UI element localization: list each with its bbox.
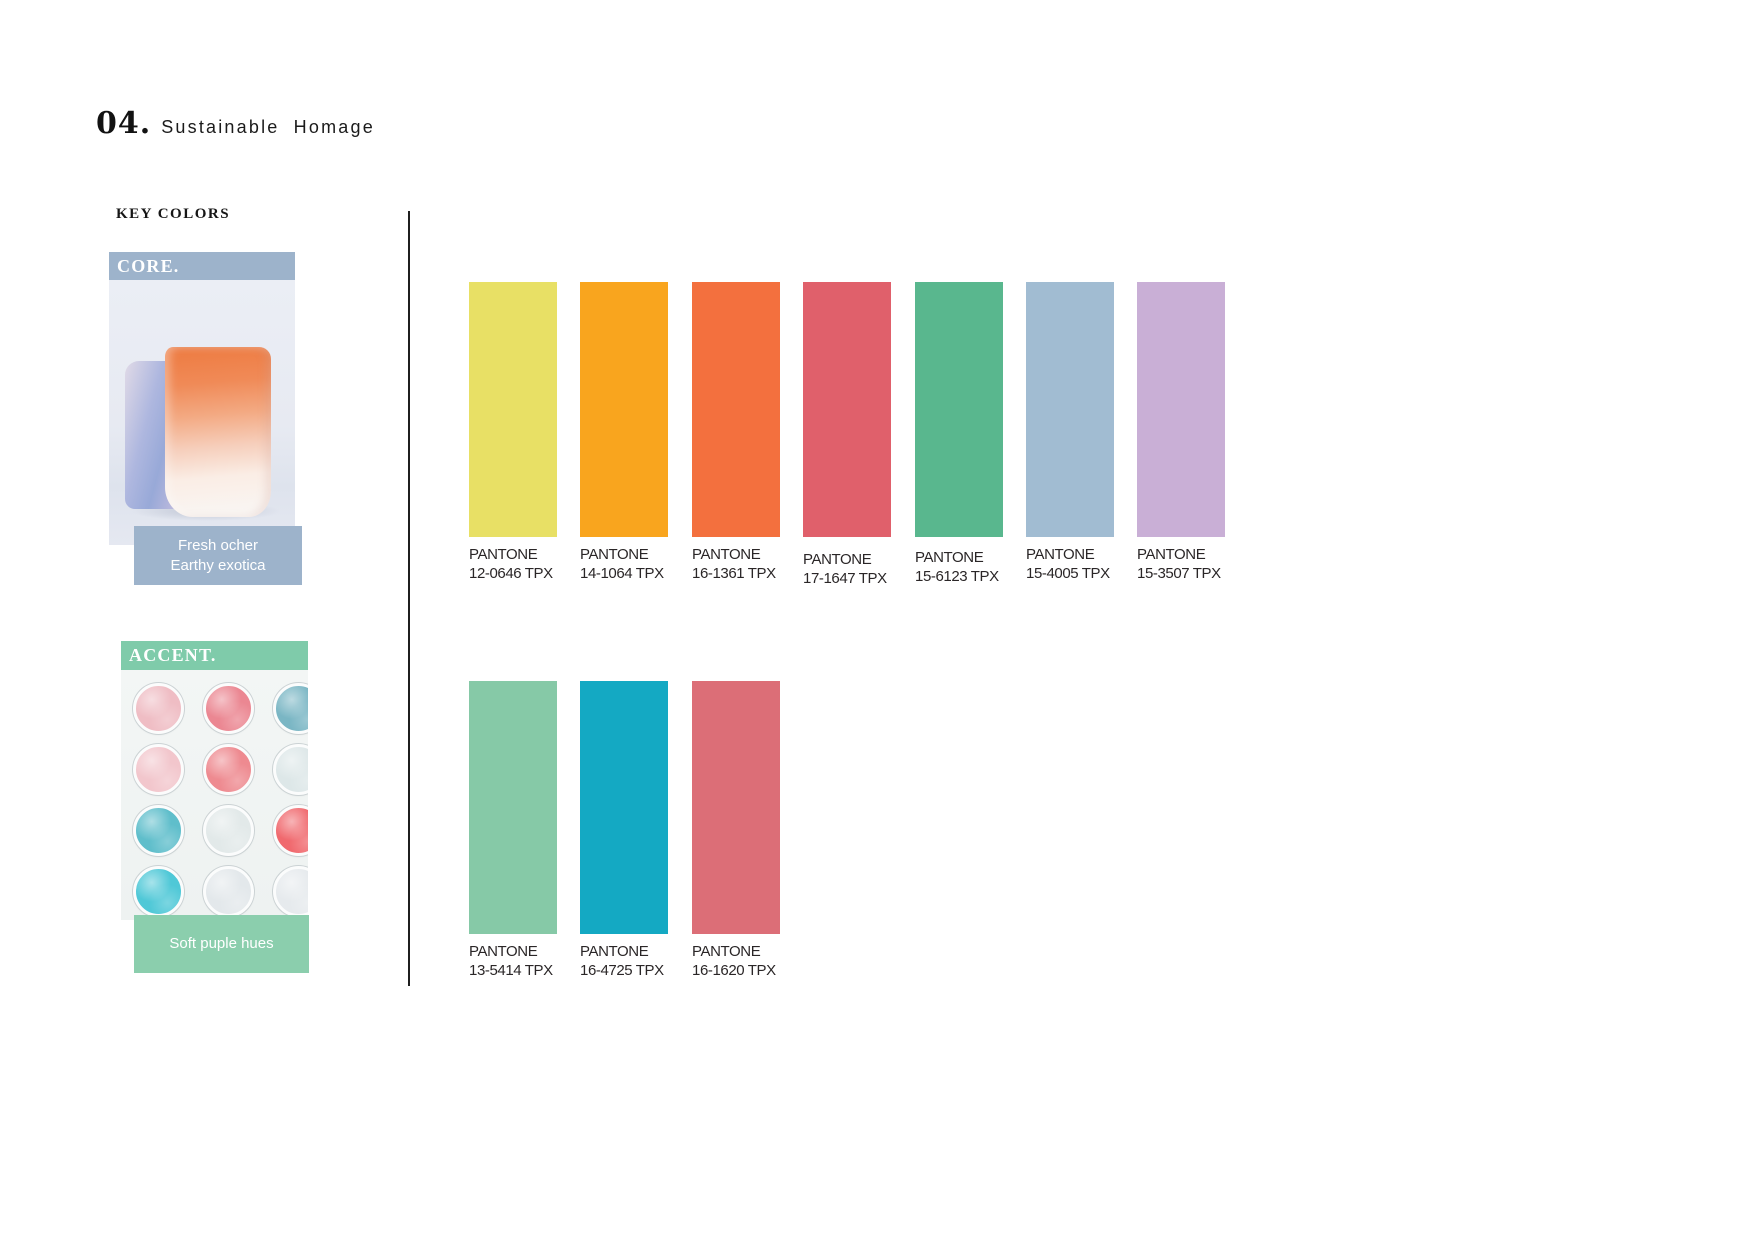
swatch-label: PANTONE 16-1620 TPX	[692, 942, 780, 980]
swatch-pantone-15-4005: PANTONE 15-4005 TPX	[1026, 282, 1114, 583]
dish-cell	[263, 861, 308, 920]
paint-dish	[272, 805, 308, 856]
swatch-pantone-12-0646: PANTONE 12-0646 TPX	[469, 282, 557, 583]
caption-line: Soft puple hues	[169, 935, 274, 952]
swatch-color-block	[692, 282, 780, 537]
swatch-color-block	[469, 282, 557, 537]
paint-dish	[132, 744, 184, 795]
swatch-pantone-13-5414: PANTONE 13-5414 TPX	[469, 681, 557, 980]
swatch-color-block	[1137, 282, 1225, 537]
swatch-code: 16-4725 TPX	[580, 962, 664, 979]
swatch-code: 15-3507 TPX	[1137, 565, 1221, 582]
swatch-brand: PANTONE	[915, 549, 984, 566]
page-header: 04. Sustainable Homage	[96, 106, 375, 141]
paint-dish	[132, 866, 184, 917]
paint-dish	[272, 744, 308, 795]
dish-cell	[263, 739, 308, 800]
dish-cell	[193, 800, 263, 861]
dish-cell	[193, 861, 263, 920]
swatch-label: PANTONE 17-1647 TPX	[803, 545, 891, 588]
accent-photo	[121, 670, 308, 920]
swatch-color-block	[469, 681, 557, 934]
swatch-code: 15-6123 TPX	[915, 568, 999, 585]
paint-dish	[202, 805, 254, 856]
swatch-label: PANTONE 14-1064 TPX	[580, 545, 668, 583]
caption-line: Earthy exotica	[170, 556, 266, 574]
paint-dish	[132, 683, 184, 734]
swatch-brand: PANTONE	[692, 546, 761, 563]
swatch-code: 12-0646 TPX	[469, 565, 553, 582]
paint-dish	[202, 744, 254, 795]
swatch-pantone-16-1361: PANTONE 16-1361 TPX	[692, 282, 780, 583]
accent-card-header: ACCENT.	[121, 641, 308, 670]
swatch-pantone-16-1620: PANTONE 16-1620 TPX	[692, 681, 780, 980]
core-card-label: CORE.	[117, 255, 180, 276]
vase-front-form	[165, 347, 271, 517]
swatch-brand: PANTONE	[692, 943, 761, 960]
dish-cell	[263, 678, 308, 739]
swatch-brand: PANTONE	[469, 546, 538, 563]
swatch-code: 16-1620 TPX	[692, 962, 776, 979]
swatch-code: 14-1064 TPX	[580, 565, 664, 582]
page-title: Sustainable Homage	[161, 117, 375, 137]
swatch-code: 17-1647 TPX	[803, 570, 887, 587]
swatch-pantone-17-1647: PANTONE 17-1647 TPX	[803, 282, 891, 588]
swatch-color-block	[915, 282, 1003, 537]
dish-cell	[123, 800, 193, 861]
paint-dish	[202, 683, 254, 734]
paint-dish-grid	[121, 670, 308, 920]
page-number: 04.	[96, 106, 152, 141]
dish-cell	[123, 678, 193, 739]
swatch-code: 13-5414 TPX	[469, 962, 553, 979]
swatch-brand: PANTONE	[803, 551, 872, 568]
core-photo	[109, 280, 295, 545]
swatch-brand: PANTONE	[1137, 546, 1206, 563]
key-colors-heading: KEY COLORS	[116, 206, 231, 222]
caption-line: Fresh ocher	[177, 536, 259, 554]
dish-cell	[123, 861, 193, 920]
swatch-color-block	[1026, 282, 1114, 537]
swatch-label: PANTONE 15-3507 TPX	[1137, 545, 1225, 583]
paint-dish	[272, 683, 308, 734]
swatch-pantone-14-1064: PANTONE 14-1064 TPX	[580, 282, 668, 583]
swatch-code: 15-4005 TPX	[1026, 565, 1110, 582]
paint-dish	[272, 866, 308, 917]
swatch-color-block	[692, 681, 780, 934]
swatch-code: 16-1361 TPX	[692, 565, 776, 582]
core-caption: Fresh ocher Earthy exotica	[134, 526, 302, 585]
dish-cell	[263, 800, 308, 861]
paint-dish	[132, 805, 184, 856]
swatch-brand: PANTONE	[469, 943, 538, 960]
swatch-color-block	[580, 681, 668, 934]
divider-line	[408, 211, 410, 986]
swatch-label: PANTONE 12-0646 TPX	[469, 545, 557, 583]
dish-cell	[193, 678, 263, 739]
swatch-label: PANTONE 13-5414 TPX	[469, 942, 557, 980]
swatch-pantone-16-4725: PANTONE 16-4725 TPX	[580, 681, 668, 980]
core-card-header: CORE.	[109, 252, 295, 280]
swatch-color-block	[803, 282, 891, 537]
swatch-brand: PANTONE	[1026, 546, 1095, 563]
swatch-label: PANTONE 16-4725 TPX	[580, 942, 668, 980]
swatch-color-block	[580, 282, 668, 537]
paint-dish	[202, 866, 254, 917]
accent-card-label: ACCENT.	[129, 645, 217, 665]
swatch-pantone-15-6123: PANTONE 15-6123 TPX	[915, 282, 1003, 586]
swatch-brand: PANTONE	[580, 546, 649, 563]
dish-cell	[123, 739, 193, 800]
swatch-label: PANTONE 15-4005 TPX	[1026, 545, 1114, 583]
swatch-label: PANTONE 15-6123 TPX	[915, 545, 1003, 586]
swatch-pantone-15-3507: PANTONE 15-3507 TPX	[1137, 282, 1225, 583]
swatch-label: PANTONE 16-1361 TPX	[692, 545, 780, 583]
swatch-brand: PANTONE	[580, 943, 649, 960]
dish-cell	[193, 739, 263, 800]
accent-caption: Soft puple hues	[134, 915, 309, 973]
